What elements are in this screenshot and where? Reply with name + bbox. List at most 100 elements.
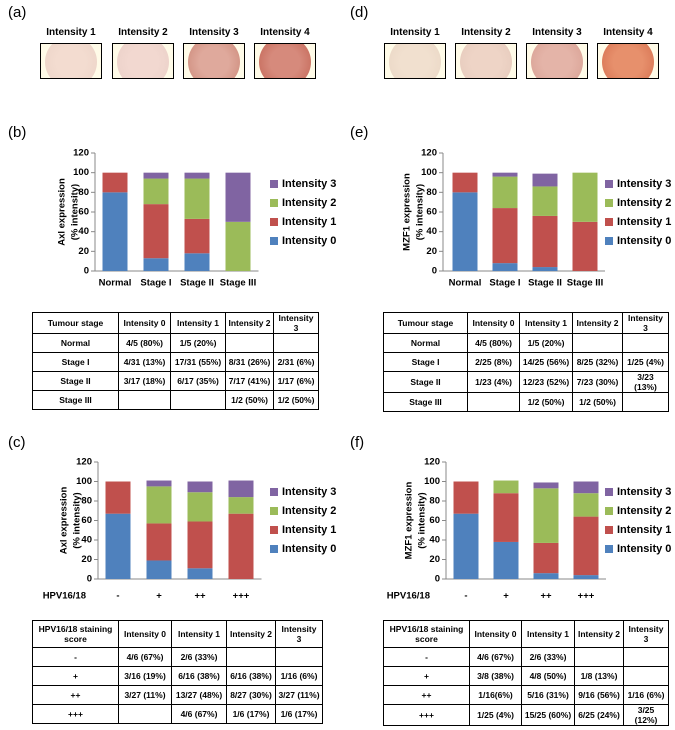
table-cell: 17/31 (55%) <box>170 352 226 372</box>
image-label: Intensity 2 <box>461 27 511 38</box>
table-cell: Stage III <box>32 390 119 410</box>
table-header-cell: Intensity 0 <box>469 620 522 648</box>
y-tick-label: 80 <box>429 496 440 507</box>
bar-segment <box>573 493 599 517</box>
y-tick-label: 80 <box>426 187 437 198</box>
bar-segment <box>532 215 558 268</box>
bar-segment <box>492 263 518 271</box>
table-cell: 6/16 (38%) <box>171 666 227 686</box>
table-cell: 1/25 (4%) <box>469 704 522 726</box>
y-tick-label: 100 <box>76 476 92 487</box>
x-tick-label: +++ <box>578 591 595 602</box>
image-label: Intensity 3 <box>532 27 582 38</box>
y-axis-label: MZF1 expression <box>404 482 415 560</box>
bar-segment <box>573 575 599 579</box>
tissue-image <box>254 43 316 79</box>
table-cell: 7/17 (41%) <box>225 371 274 391</box>
y-axis-label: Axl expression <box>59 487 70 555</box>
tissue-core <box>602 44 654 78</box>
bar-segment <box>452 192 478 271</box>
legend-label: Intensity 1 <box>282 216 336 228</box>
table-cell: Stage I <box>383 352 468 372</box>
tissue-core <box>188 44 240 78</box>
table-cell: 8/25 (32%) <box>572 352 623 372</box>
table-cell: 9/16 (56%) <box>574 685 624 705</box>
table-header-cell: Intensity 2 <box>572 312 623 334</box>
table-cell <box>273 333 319 353</box>
table-cell: + <box>383 666 470 686</box>
bar-segment <box>143 258 169 271</box>
table-header-cell: Intensity 3 <box>273 312 319 334</box>
legend-label: Intensity 0 <box>282 235 336 247</box>
y-tick-label: 120 <box>421 148 437 159</box>
table-cell: 6/16 (38%) <box>226 666 276 686</box>
legend-label: Intensity 3 <box>282 178 336 190</box>
legend-label: Intensity 2 <box>617 505 671 517</box>
y-tick-label: 40 <box>78 226 89 237</box>
table-header-cell: Intensity 0 <box>118 312 171 334</box>
table-cell: 3/27 (11%) <box>275 685 323 705</box>
table-header-row: HPV16/18 staining score Intensity 0 Intens… <box>383 620 669 648</box>
table-row: Stage I 4/31 (13%) 17/31 (55%) 8/31 (26%) 2/… <box>32 352 319 372</box>
table-cell: 4/6 (67%) <box>171 704 227 724</box>
table-cell: 1/2 (50%) <box>519 392 573 412</box>
x-axis-label: HPV16/18 <box>43 591 86 602</box>
tissue-image <box>183 43 245 79</box>
bar-segment <box>105 513 131 579</box>
bar-segment <box>146 523 172 561</box>
table-header-cell: Intensity 0 <box>118 620 172 648</box>
table-cell: 4/31 (13%) <box>118 352 171 372</box>
table-header-cell: HPV16/18 staining score <box>383 620 470 648</box>
table-cell: 1/2 (50%) <box>225 390 274 410</box>
table-cell <box>170 390 226 410</box>
image-label: Intensity 1 <box>46 27 96 38</box>
table-cell: 3/16 (19%) <box>118 666 172 686</box>
bar-segment <box>493 541 519 579</box>
table-cell: - <box>32 647 119 667</box>
table-cell: 4/5 (80%) <box>118 333 171 353</box>
table-cell: ++ <box>383 685 470 705</box>
image-label: Intensity 4 <box>603 27 653 38</box>
table-cell: Stage III <box>383 392 468 412</box>
y-tick-label: 100 <box>73 167 89 178</box>
bar-segment <box>184 218 210 254</box>
table-header-cell: Intensity 3 <box>623 620 669 648</box>
legend-label: Intensity 1 <box>282 524 336 536</box>
legend-label: Intensity 0 <box>617 543 671 555</box>
legend-swatch <box>605 545 613 553</box>
tissue-core <box>531 44 583 78</box>
x-axis-label: HPV16/18 <box>387 591 430 602</box>
bar-segment <box>492 208 518 264</box>
table-header-cell: Intensity 1 <box>171 620 227 648</box>
legend-swatch <box>605 237 613 245</box>
table-cell: 8/31 (26%) <box>225 352 274 372</box>
table-cell: 1/6 (17%) <box>275 704 323 724</box>
bar-segment <box>143 178 169 205</box>
table-cell: 1/17 (6%) <box>273 371 319 391</box>
bar-segment <box>453 513 479 579</box>
legend-swatch <box>605 507 613 515</box>
legend-label: Intensity 2 <box>282 197 336 209</box>
x-tick-label: - <box>464 591 467 602</box>
bar-segment <box>573 481 599 494</box>
table-cell: +++ <box>32 704 119 724</box>
table-cell: Stage II <box>383 371 468 393</box>
y-tick-label: 20 <box>429 554 440 565</box>
table-cell: 1/2 (50%) <box>572 392 623 412</box>
table-row: -4/6 (67%) 2/6 (33%) <box>32 647 323 667</box>
chart: MZF1 expression (% intensity) 0 20 40 60 80 100… <box>387 457 672 602</box>
y-axis-label: (% intensity) <box>417 492 428 548</box>
table-cell <box>623 666 669 686</box>
table-cell: ++ <box>32 685 119 705</box>
y-tick-label: 0 <box>432 266 437 277</box>
table-cell <box>226 647 276 667</box>
table-cell: 1/8 (13%) <box>574 666 624 686</box>
table-cell: 1/25 (4%) <box>622 352 669 372</box>
legend-swatch <box>270 180 278 188</box>
legend-swatch <box>605 488 613 496</box>
table-header-cell: Tumour stage <box>32 312 119 334</box>
y-tick-label: 0 <box>84 266 89 277</box>
table-cell: 14/25 (56%) <box>519 352 573 372</box>
bar-segment <box>228 497 254 514</box>
y-tick-label: 60 <box>78 207 89 218</box>
